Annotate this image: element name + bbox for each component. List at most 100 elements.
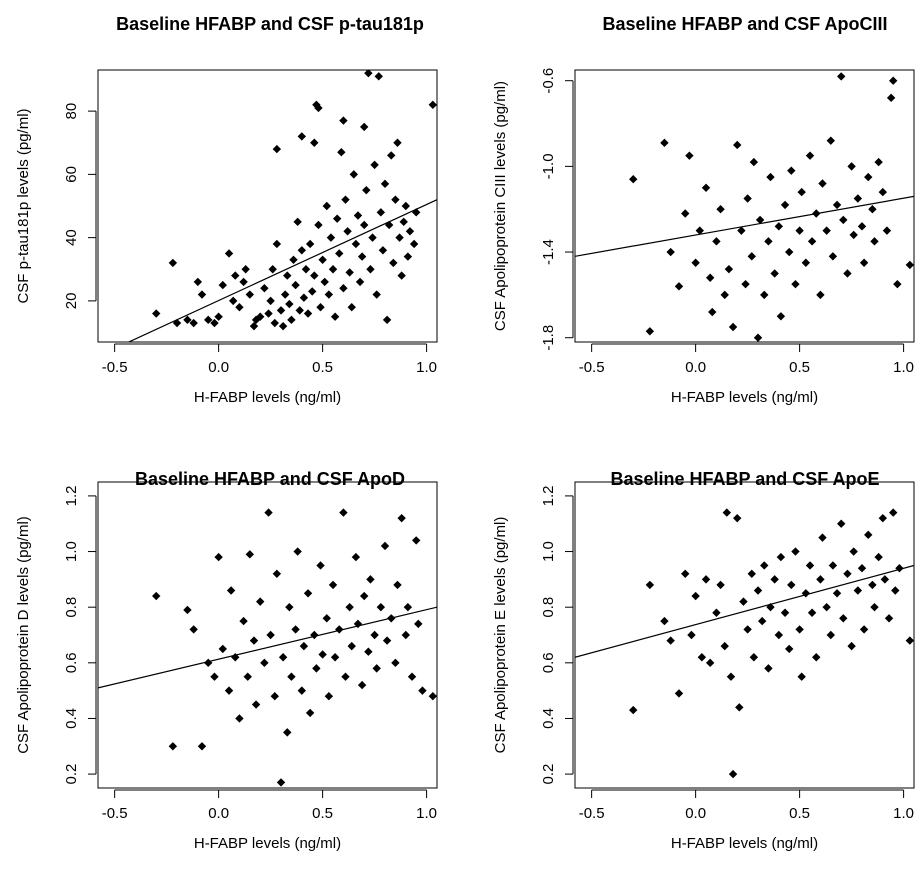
data-point: [857, 222, 867, 231]
data-point: [360, 591, 369, 601]
data-point: [266, 296, 275, 306]
data-point: [231, 271, 240, 280]
data-point: [766, 172, 775, 182]
data-point: [412, 208, 421, 217]
data-point: [393, 580, 402, 590]
data-point: [409, 239, 419, 249]
data-point: [787, 580, 796, 590]
data-point: [743, 194, 752, 203]
data-point: [807, 608, 817, 617]
data-point: [318, 650, 327, 659]
data-point: [387, 151, 396, 160]
data-point: [341, 195, 350, 204]
data-point: [691, 591, 700, 601]
data-point: [326, 233, 336, 242]
data-point: [287, 672, 296, 681]
data-point: [787, 166, 796, 175]
data-point: [372, 664, 381, 673]
data-point: [376, 208, 386, 217]
data-point: [797, 187, 806, 197]
data-point: [403, 602, 413, 612]
y-tick-label: 0.8: [540, 597, 557, 618]
data-point: [380, 541, 390, 551]
data-point: [235, 303, 244, 312]
data-point: [357, 252, 367, 261]
data-point: [755, 215, 765, 225]
data-point: [328, 265, 338, 274]
data-point: [868, 580, 877, 590]
data-point: [837, 72, 846, 81]
data-point: [701, 183, 711, 192]
data-marks: [127, 70, 437, 342]
data-point: [268, 265, 277, 274]
data-point: [687, 630, 696, 640]
data-point: [378, 246, 388, 255]
x-tick-label: -0.5: [102, 359, 128, 376]
y-tick-label: -0.6: [540, 68, 557, 94]
regression-line: [98, 606, 437, 689]
data-point: [374, 72, 383, 81]
y-tick-label: 20: [63, 293, 80, 310]
data-point: [314, 220, 323, 230]
data-point: [826, 136, 836, 145]
data-point: [805, 561, 815, 570]
data-point: [708, 307, 717, 317]
data-point: [312, 664, 321, 673]
data-point: [341, 672, 350, 681]
data-point: [382, 315, 392, 325]
data-point: [249, 321, 259, 331]
data-point: [224, 686, 234, 695]
data-point: [397, 513, 406, 523]
data-point: [283, 271, 292, 280]
data-point: [878, 513, 888, 523]
data-point: [681, 569, 690, 578]
x-axis-label: H-FABP levels (ng/ml): [194, 835, 341, 852]
data-point: [256, 597, 265, 606]
data-point: [695, 226, 704, 235]
data-point: [370, 630, 379, 640]
x-tick-label: 0.0: [208, 359, 229, 376]
data-point: [743, 625, 752, 634]
data-point: [697, 653, 707, 662]
data-point: [305, 708, 315, 718]
data-point: [645, 327, 655, 336]
regression-line: [575, 564, 914, 658]
panel-apod: Baseline HFABP and CSF ApoD H-FABP level…: [15, 469, 438, 852]
data-point: [260, 284, 269, 293]
data-point: [733, 140, 742, 150]
data-point: [210, 672, 219, 681]
plot-frame: [97, 481, 438, 789]
data-point: [801, 589, 811, 598]
data-point: [770, 575, 779, 584]
data-point: [629, 175, 638, 184]
y-tick-label: 1.2: [540, 485, 557, 506]
data-point: [245, 550, 255, 559]
data-point: [168, 742, 178, 751]
data-point: [347, 303, 356, 312]
data-point: [364, 647, 373, 656]
data-point: [251, 700, 261, 709]
data-point: [728, 322, 738, 332]
data-point: [853, 586, 863, 595]
data-point: [832, 589, 842, 598]
data-point: [285, 602, 294, 612]
y-tick-label: 0.4: [540, 708, 557, 729]
data-point: [674, 689, 684, 698]
x-tick-label: 1.0: [893, 805, 914, 822]
y-tick-label: 80: [63, 103, 80, 120]
x-tick-label: 0.0: [685, 805, 706, 822]
data-point: [401, 201, 411, 211]
data-point: [681, 209, 690, 218]
data-point: [231, 653, 240, 662]
regression-line: [575, 195, 914, 257]
data-point: [376, 602, 386, 612]
y-tick-label: 0.6: [540, 652, 557, 673]
data-point: [339, 284, 348, 293]
data-point: [701, 575, 711, 584]
data-point: [753, 333, 763, 342]
data-point: [747, 252, 756, 261]
data-point: [272, 239, 282, 249]
data-point: [407, 672, 417, 681]
data-point: [289, 255, 298, 264]
x-axis-label: H-FABP levels (ng/ml): [671, 389, 818, 406]
